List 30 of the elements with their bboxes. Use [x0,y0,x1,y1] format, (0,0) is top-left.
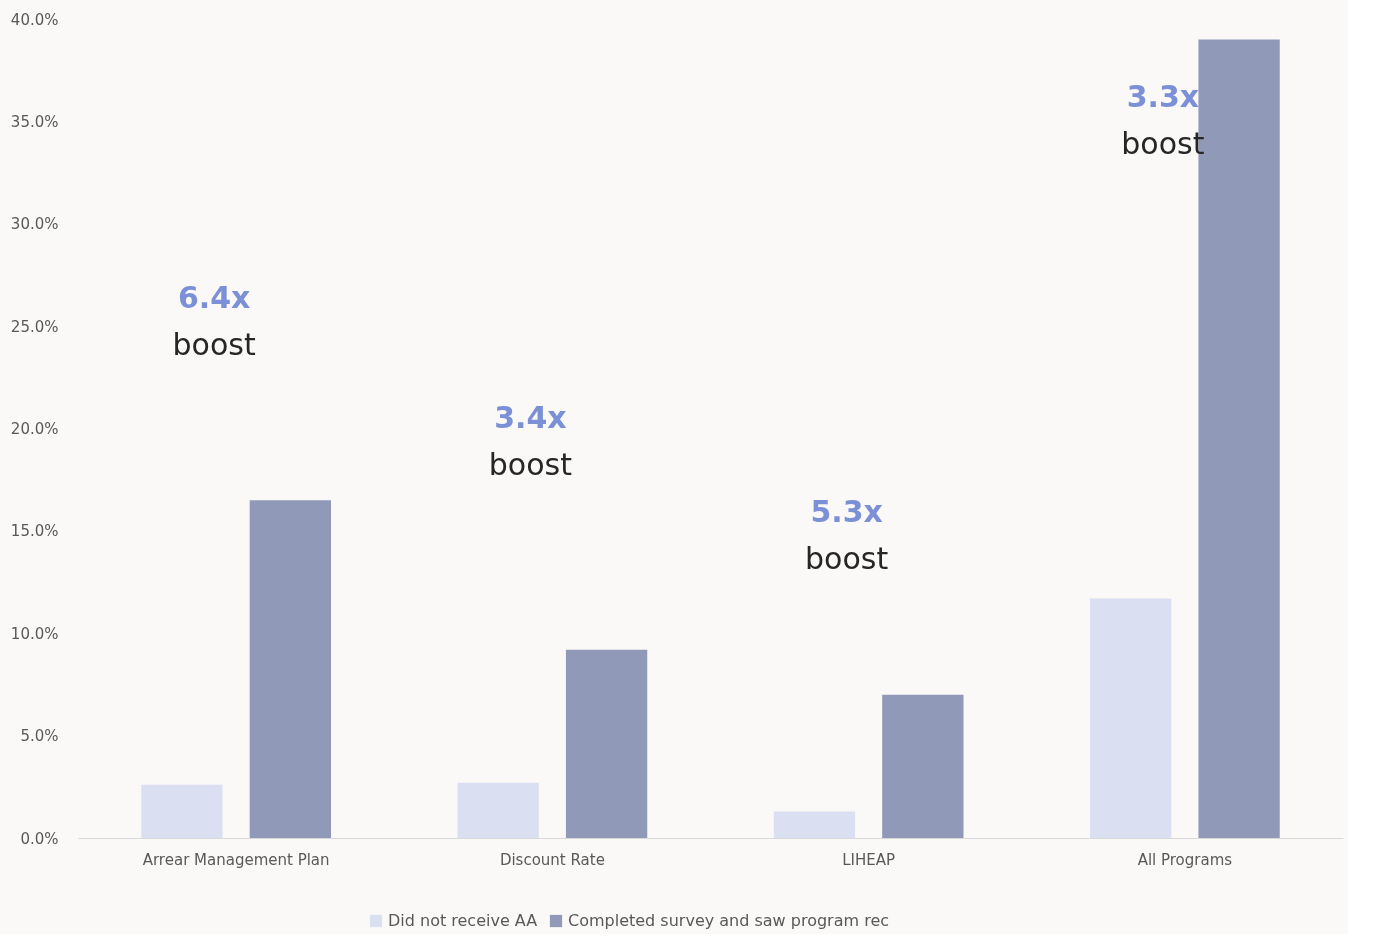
y-tick-label: 0.0% [20,829,59,848]
y-tick-label: 30.0% [10,215,59,234]
y-tick-label: 5.0% [20,727,59,746]
y-tick-label: 15.0% [10,522,59,541]
annotation: boost [172,327,256,362]
bar [882,694,964,838]
x-tick-label: LIHEAP [842,850,896,869]
bar [565,649,648,838]
x-tick-label: Arrear Management Plan [142,850,330,869]
legend-label: Did not receive AA [388,911,538,930]
y-tick-label: 10.0% [10,624,59,643]
y-tick-label: 20.0% [10,420,59,438]
bar [773,811,856,838]
bar [141,784,223,838]
legend-label: Completed survey and saw program rec [568,911,890,930]
annotation: 5.3x [810,494,883,529]
bar [457,782,539,838]
annotation: boost [805,541,889,576]
annotation: boost [488,447,573,482]
y-tick-label: 40.0% [10,10,59,29]
annotation: 6.4x [177,280,251,315]
bar [1090,598,1172,838]
y-tick-label: 35.0% [10,112,59,131]
bar [249,500,331,838]
y-tick-label: 25.0% [10,317,59,336]
annotation: 3.3x [1126,79,1200,114]
annotation: boost [1121,126,1205,161]
x-tick-label: All Programs [1137,850,1233,869]
annotation: 3.4x [494,400,567,435]
x-tick-label: Discount Rate [499,850,605,869]
